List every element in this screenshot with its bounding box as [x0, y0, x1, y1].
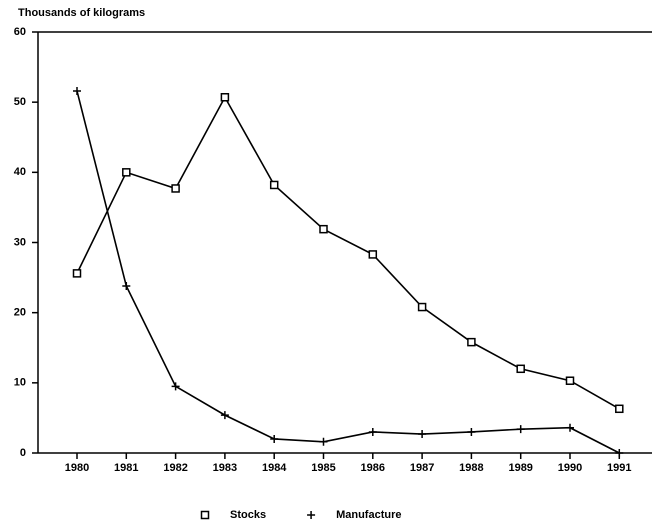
data-point	[72, 269, 82, 278]
data-point	[122, 282, 131, 291]
legend-marker	[200, 510, 210, 520]
data-point	[171, 382, 180, 391]
data-point	[319, 224, 328, 234]
x-tick-label: 1984	[262, 462, 287, 474]
y-tick-label: 10	[14, 377, 26, 389]
y-axis-label: Thousands of kilograms	[18, 7, 145, 19]
x-tick-label: 1990	[558, 462, 582, 474]
data-point	[417, 302, 427, 312]
legend-label: Manufacture	[336, 509, 401, 520]
data-point	[368, 427, 377, 436]
legend-marker	[307, 511, 316, 519]
y-tick-label: 60	[14, 26, 26, 38]
data-point	[73, 86, 81, 95]
data-point	[220, 411, 229, 420]
data-point	[319, 437, 328, 446]
data-point	[615, 404, 624, 414]
y-tick-label: 0	[20, 447, 26, 459]
data-point	[565, 376, 575, 385]
x-tick-label: 1987	[410, 462, 434, 474]
data-point	[269, 180, 279, 190]
data-point	[122, 168, 131, 177]
y-tick-label: 50	[14, 96, 26, 108]
x-tick-label: 1985	[311, 462, 335, 474]
data-point	[171, 184, 180, 193]
data-point	[516, 364, 525, 374]
series-line	[76, 95, 620, 410]
data-point	[368, 250, 378, 259]
x-tick-label: 1986	[361, 462, 385, 474]
data-point	[566, 423, 574, 432]
x-tick-label: 1982	[163, 462, 187, 474]
data-point	[418, 430, 427, 439]
y-tick-label: 40	[14, 166, 26, 178]
x-tick-label: 1981	[114, 462, 138, 474]
x-tick-label: 1991	[607, 462, 631, 474]
y-tick-label: 20	[14, 307, 26, 319]
x-tick-label: 1988	[459, 462, 483, 474]
data-point	[270, 434, 279, 443]
x-tick-label: 1983	[213, 462, 237, 474]
data-point	[615, 449, 624, 457]
data-point	[467, 427, 476, 436]
y-tick-label: 30	[14, 236, 26, 248]
legend-label: Stocks	[230, 509, 266, 520]
series-line	[76, 90, 620, 454]
data-point	[467, 337, 476, 347]
data-point	[220, 93, 230, 102]
x-tick-label: 1980	[65, 462, 89, 474]
x-tick-label: 1989	[508, 462, 532, 474]
data-point	[516, 425, 525, 434]
